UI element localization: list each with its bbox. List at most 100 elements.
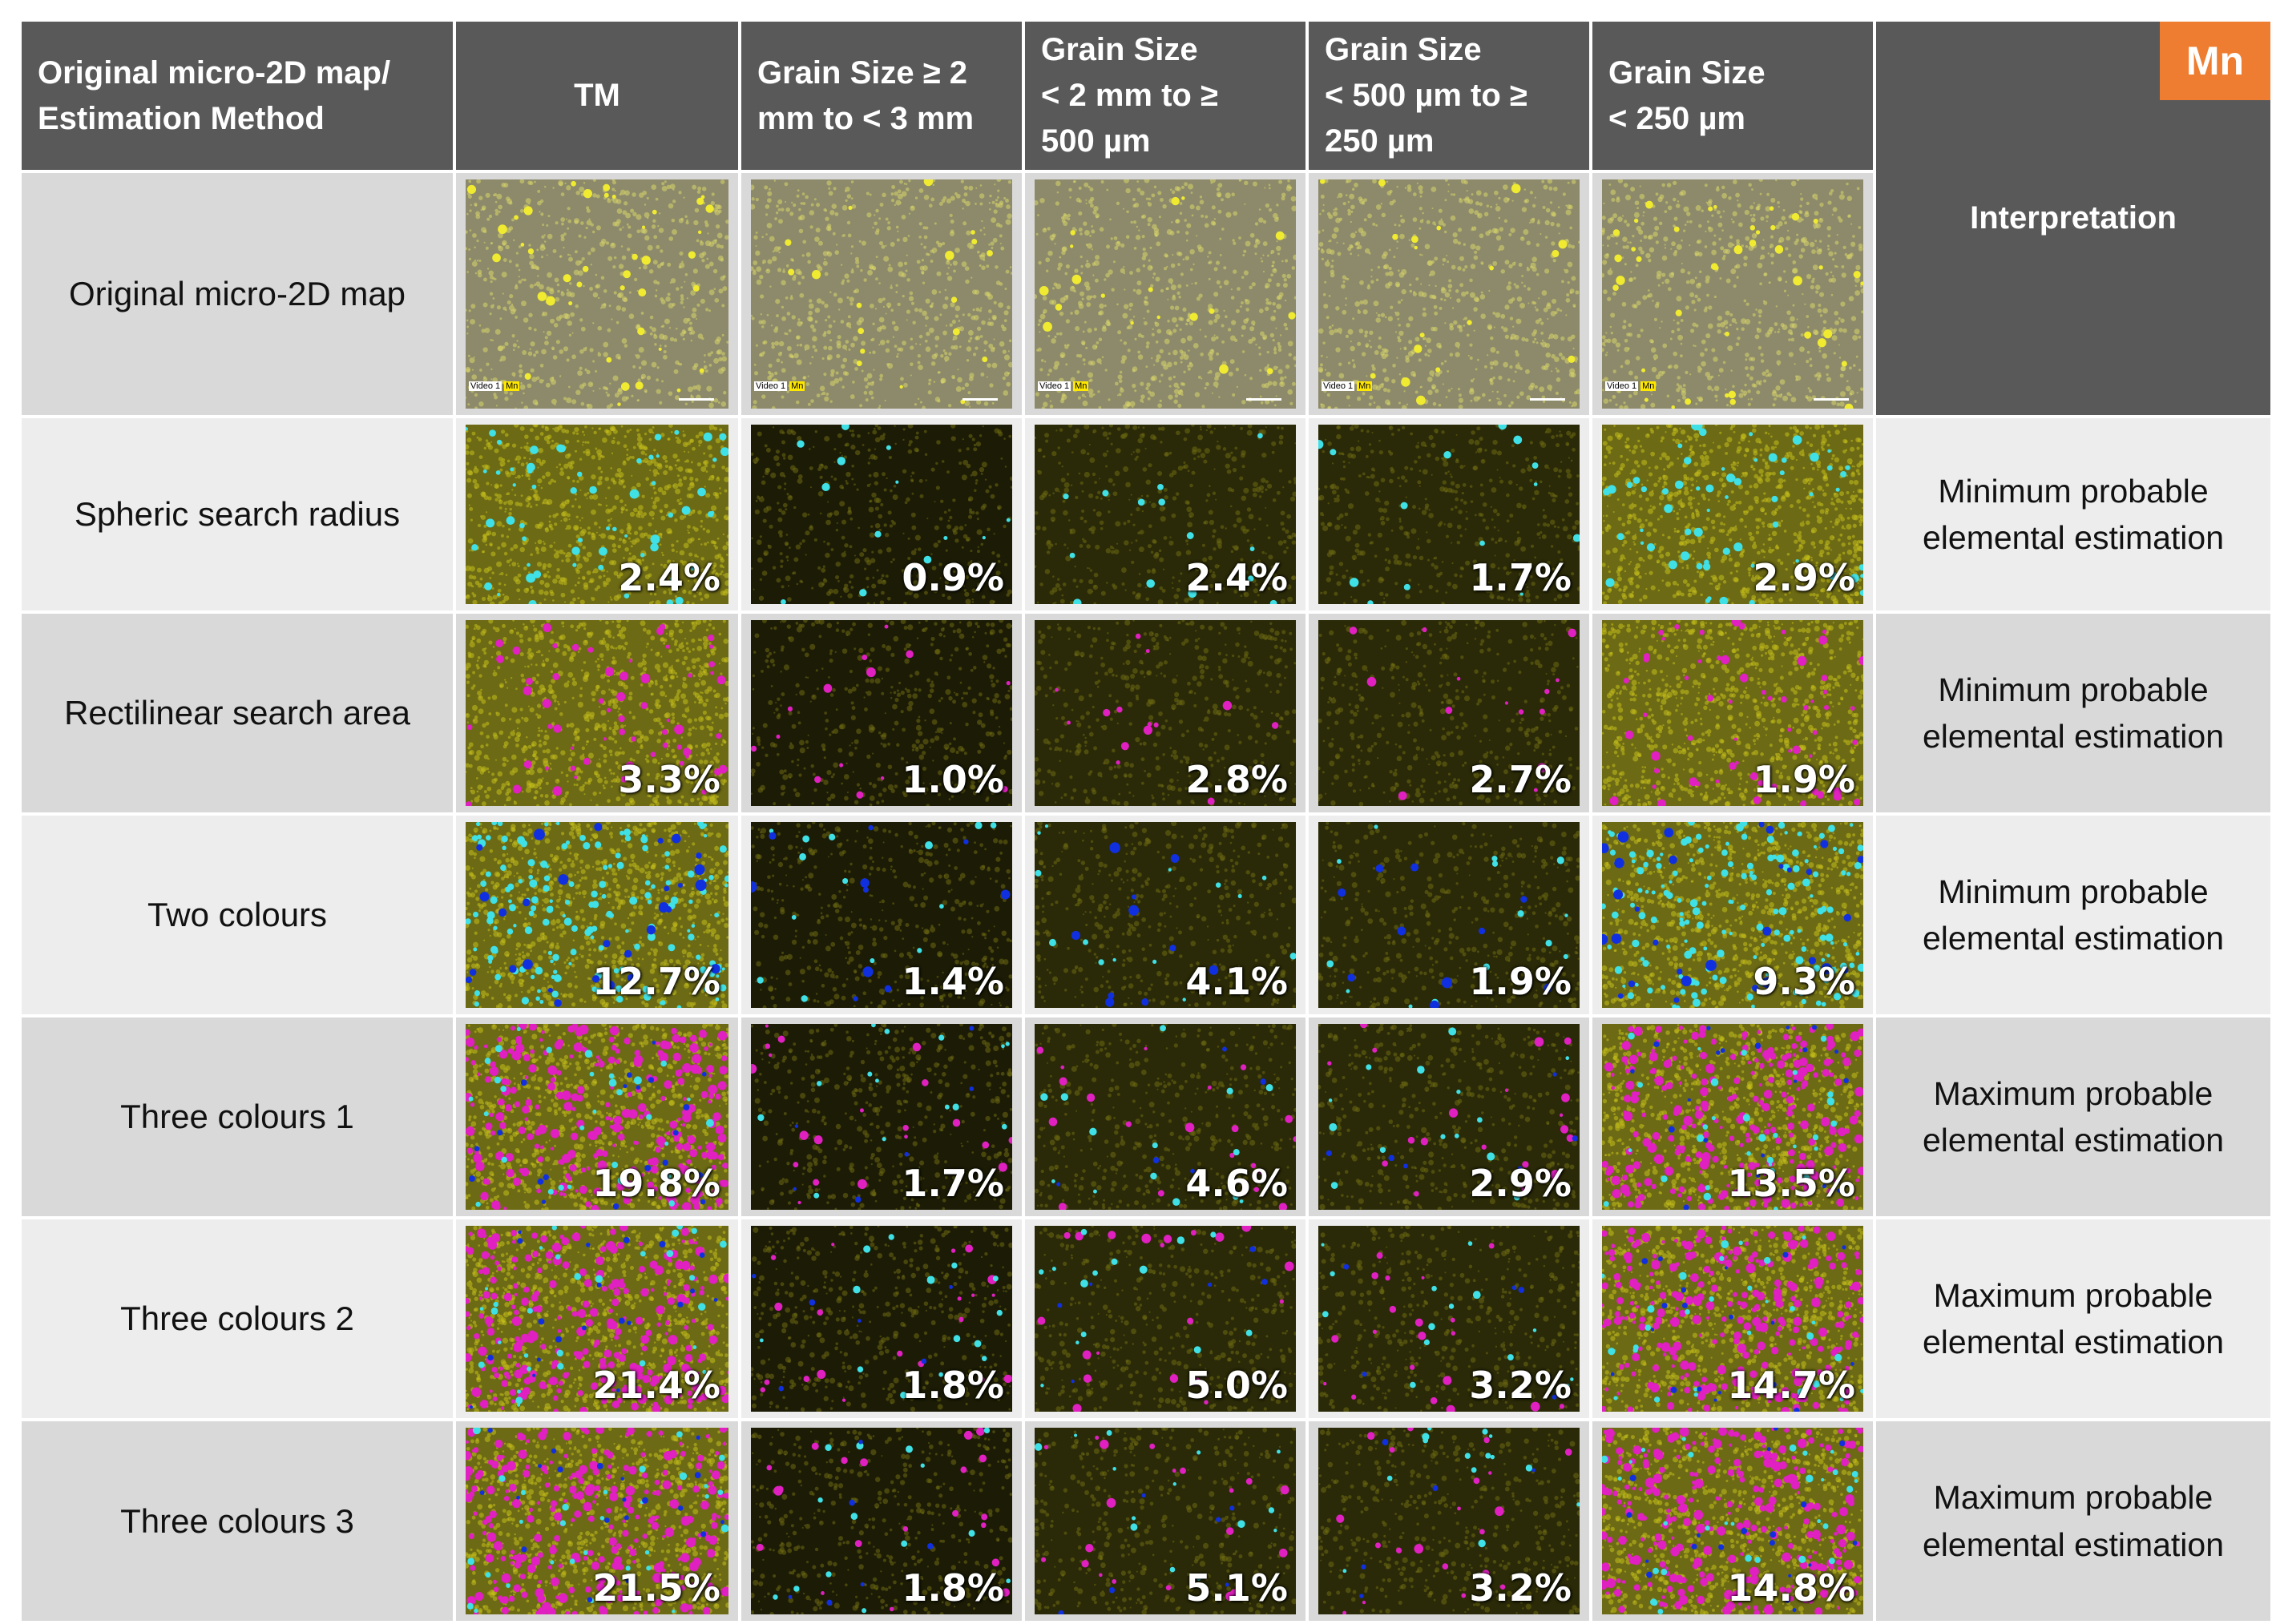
estimation-cell-grain-lt-250um: 9.3%: [1592, 816, 1873, 1014]
percentage-label: 1.9%: [1753, 758, 1855, 801]
estimation-map-image: 3.2%: [1318, 1428, 1580, 1614]
percentage-label: 21.4%: [592, 1364, 720, 1407]
estimation-map-image: 2.4%: [466, 425, 728, 604]
row-label: Three colours 3: [22, 1421, 453, 1621]
estimation-cell-tm: 21.5%: [456, 1421, 738, 1621]
estimation-map-image: 5.0%: [1035, 1226, 1296, 1412]
percentage-label: 4.1%: [1185, 960, 1288, 1003]
micro-2d-map-image: Video 1 Mn: [1602, 179, 1863, 409]
estimation-map-image: 1.0%: [751, 620, 1012, 806]
estimation-cell-grain-2-3mm: 1.8%: [741, 1219, 1022, 1418]
original-map-grain-2-3mm: Video 1 Mn: [741, 173, 1022, 415]
estimation-map-image: 21.4%: [466, 1226, 728, 1412]
estimation-map-image: 3.3%: [466, 620, 728, 806]
estimation-cell-grain-500um-2mm: 2.4%: [1025, 418, 1305, 611]
percentage-label: 3.2%: [1469, 1566, 1572, 1610]
estimation-map-image: 19.8%: [466, 1024, 728, 1210]
scale-bar: [679, 398, 714, 401]
estimation-map-image: 4.6%: [1035, 1024, 1296, 1210]
estimation-map-image: 1.8%: [751, 1226, 1012, 1412]
estimation-cell-grain-250-500um: 1.7%: [1309, 418, 1589, 611]
micro-map-tag: Video 1 Mn: [754, 381, 805, 391]
estimation-cell-grain-2-3mm: 0.9%: [741, 418, 1022, 611]
header-tm: TM: [456, 22, 738, 170]
header-interpretation: Interpretation Mn: [1876, 22, 2270, 415]
percentage-label: 1.7%: [902, 1162, 1004, 1205]
estimation-cell-tm: 21.4%: [456, 1219, 738, 1418]
estimation-map-image: 2.4%: [1035, 425, 1296, 604]
scale-bar: [1246, 398, 1281, 401]
micro-tag-element: Mn: [1073, 381, 1089, 391]
results-table: Original micro-2D map/ Estimation Method…: [22, 22, 2270, 1621]
header-grain-500um-2mm: Grain Size < 2 mm to ≥ 500 µm: [1025, 22, 1305, 170]
estimation-map-image: 1.9%: [1318, 822, 1580, 1008]
percentage-label: 3.3%: [618, 758, 720, 801]
micro-map-tag: Video 1 Mn: [1038, 381, 1089, 391]
micro-map-tag: Video 1 Mn: [469, 381, 520, 391]
estimation-map-image: 9.3%: [1602, 822, 1863, 1008]
estimation-cell-grain-lt-250um: 14.7%: [1592, 1219, 1873, 1418]
estimation-map-image: 4.1%: [1035, 822, 1296, 1008]
estimation-cell-grain-lt-250um: 13.5%: [1592, 1018, 1873, 1216]
estimation-map-image: 5.1%: [1035, 1428, 1296, 1614]
micro-2d-map-image: Video 1 Mn: [1318, 179, 1580, 409]
row-label: Three colours 2: [22, 1219, 453, 1418]
micro-tag-video: Video 1: [754, 381, 788, 391]
estimation-map-image: 2.8%: [1035, 620, 1296, 806]
estimation-cell-grain-2-3mm: 1.8%: [741, 1421, 1022, 1621]
percentage-label: 5.1%: [1185, 1566, 1288, 1610]
estimation-cell-grain-lt-250um: 14.8%: [1592, 1421, 1873, 1621]
micro-tag-element: Mn: [1357, 381, 1373, 391]
percentage-label: 1.9%: [1469, 960, 1572, 1003]
estimation-map-image: 3.2%: [1318, 1226, 1580, 1412]
row-label-original-map: Original micro-2D map: [22, 173, 453, 415]
estimation-cell-tm: 2.4%: [456, 418, 738, 611]
row-label: Two colours: [22, 816, 453, 1014]
estimation-cell-grain-250-500um: 3.2%: [1309, 1421, 1589, 1621]
interpretation-text: Maximum probable elemental estimation: [1876, 1421, 2270, 1621]
percentage-label: 4.6%: [1185, 1162, 1288, 1205]
micro-2d-map-image: Video 1 Mn: [1035, 179, 1296, 409]
percentage-label: 1.0%: [902, 758, 1004, 801]
estimation-cell-grain-250-500um: 2.9%: [1309, 1018, 1589, 1216]
percentage-label: 19.8%: [592, 1162, 720, 1205]
row-label: Rectilinear search area: [22, 614, 453, 812]
micro-tag-element: Mn: [789, 381, 805, 391]
micro-tag-video: Video 1: [469, 381, 502, 391]
interpretation-text: Minimum probable elemental estimation: [1876, 418, 2270, 611]
percentage-label: 1.7%: [1469, 556, 1572, 599]
percentage-label: 12.7%: [592, 960, 720, 1003]
estimation-map-image: 1.8%: [751, 1428, 1012, 1614]
estimation-cell-tm: 19.8%: [456, 1018, 738, 1216]
estimation-map-image: 12.7%: [466, 822, 728, 1008]
estimation-map-image: 1.9%: [1602, 620, 1863, 806]
header-grain-lt-250um: Grain Size < 250 µm: [1592, 22, 1873, 170]
percentage-label: 14.8%: [1727, 1566, 1855, 1610]
estimation-map-image: 14.7%: [1602, 1226, 1863, 1412]
estimation-map-image: 2.9%: [1318, 1024, 1580, 1210]
estimation-cell-grain-250-500um: 3.2%: [1309, 1219, 1589, 1418]
estimation-map-image: 14.8%: [1602, 1428, 1863, 1614]
estimation-cell-grain-2-3mm: 1.4%: [741, 816, 1022, 1014]
percentage-label: 2.4%: [618, 556, 720, 599]
percentage-label: 13.5%: [1727, 1162, 1855, 1205]
micro-tag-video: Video 1: [1322, 381, 1355, 391]
percentage-label: 2.8%: [1185, 758, 1288, 801]
percentage-label: 2.7%: [1469, 758, 1572, 801]
estimation-cell-grain-2-3mm: 1.0%: [741, 614, 1022, 812]
percentage-label: 2.9%: [1469, 1162, 1572, 1205]
header-method: Original micro-2D map/ Estimation Method: [22, 22, 453, 170]
estimation-map-image: 13.5%: [1602, 1024, 1863, 1210]
original-map-grain-250-500um: Video 1 Mn: [1309, 173, 1589, 415]
micro-2d-map-image: Video 1 Mn: [466, 179, 728, 409]
estimation-map-image: 0.9%: [751, 425, 1012, 604]
scale-bar: [1530, 398, 1565, 401]
estimation-cell-grain-250-500um: 1.9%: [1309, 816, 1589, 1014]
scale-bar: [962, 398, 998, 401]
percentage-label: 1.8%: [902, 1566, 1004, 1610]
estimation-map-image: 2.9%: [1602, 425, 1863, 604]
percentage-label: 1.4%: [902, 960, 1004, 1003]
percentage-label: 9.3%: [1753, 960, 1855, 1003]
estimation-cell-tm: 3.3%: [456, 614, 738, 812]
micro-tag-element: Mn: [1640, 381, 1657, 391]
